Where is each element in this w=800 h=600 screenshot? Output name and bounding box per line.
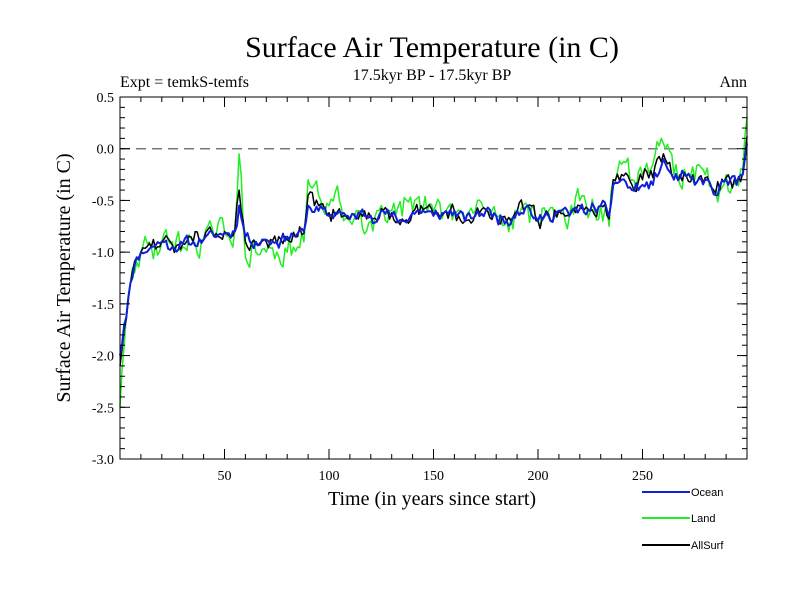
x-tick-label: 200 [528, 469, 549, 484]
season-label: Ann [719, 74, 747, 91]
y-axis-label: Surface Air Temperature (in C) [53, 153, 75, 402]
plot-frame [119, 96, 748, 460]
series-line-ocean [119, 143, 748, 356]
y-tick-label: -2.5 [92, 401, 114, 416]
x-axis-label: Time (in years since start) [328, 488, 536, 510]
x-tick-label: 50 [218, 469, 232, 484]
x-tick-label: 100 [319, 469, 340, 484]
series-line-allsurf [119, 136, 748, 366]
series-line-land [119, 117, 748, 408]
y-tick-label: 0.5 [97, 91, 115, 106]
experiment-label: Expt = temkS-temfs [120, 74, 249, 91]
legend-label-ocean: Ocean [691, 487, 723, 499]
chart-title: Surface Air Temperature (in C) [245, 31, 619, 64]
x-axis: 50 100 150 200 250 [140, 97, 727, 484]
y-axis: -3.0 -2.5 -2.0 -1.5 -1.0 -0.5 0.0 0.5 [92, 91, 747, 468]
y-tick-label: -0.5 [92, 194, 114, 209]
legend: Ocean Land AllSurf [642, 487, 724, 552]
y-tick-label: -3.0 [92, 453, 114, 468]
y-tick-label: -1.5 [92, 298, 114, 313]
chart-subtitle: 17.5kyr BP - 17.5kyr BP [353, 67, 512, 84]
legend-label-land: Land [691, 513, 715, 525]
legend-label-allsurf: AllSurf [691, 540, 724, 552]
y-tick-label: -1.0 [92, 246, 114, 261]
x-tick-label: 250 [632, 469, 653, 484]
series-group [119, 117, 748, 408]
y-tick-label: -2.0 [92, 350, 114, 365]
x-tick-label: 150 [423, 469, 444, 484]
y-tick-label: 0.0 [97, 143, 115, 158]
